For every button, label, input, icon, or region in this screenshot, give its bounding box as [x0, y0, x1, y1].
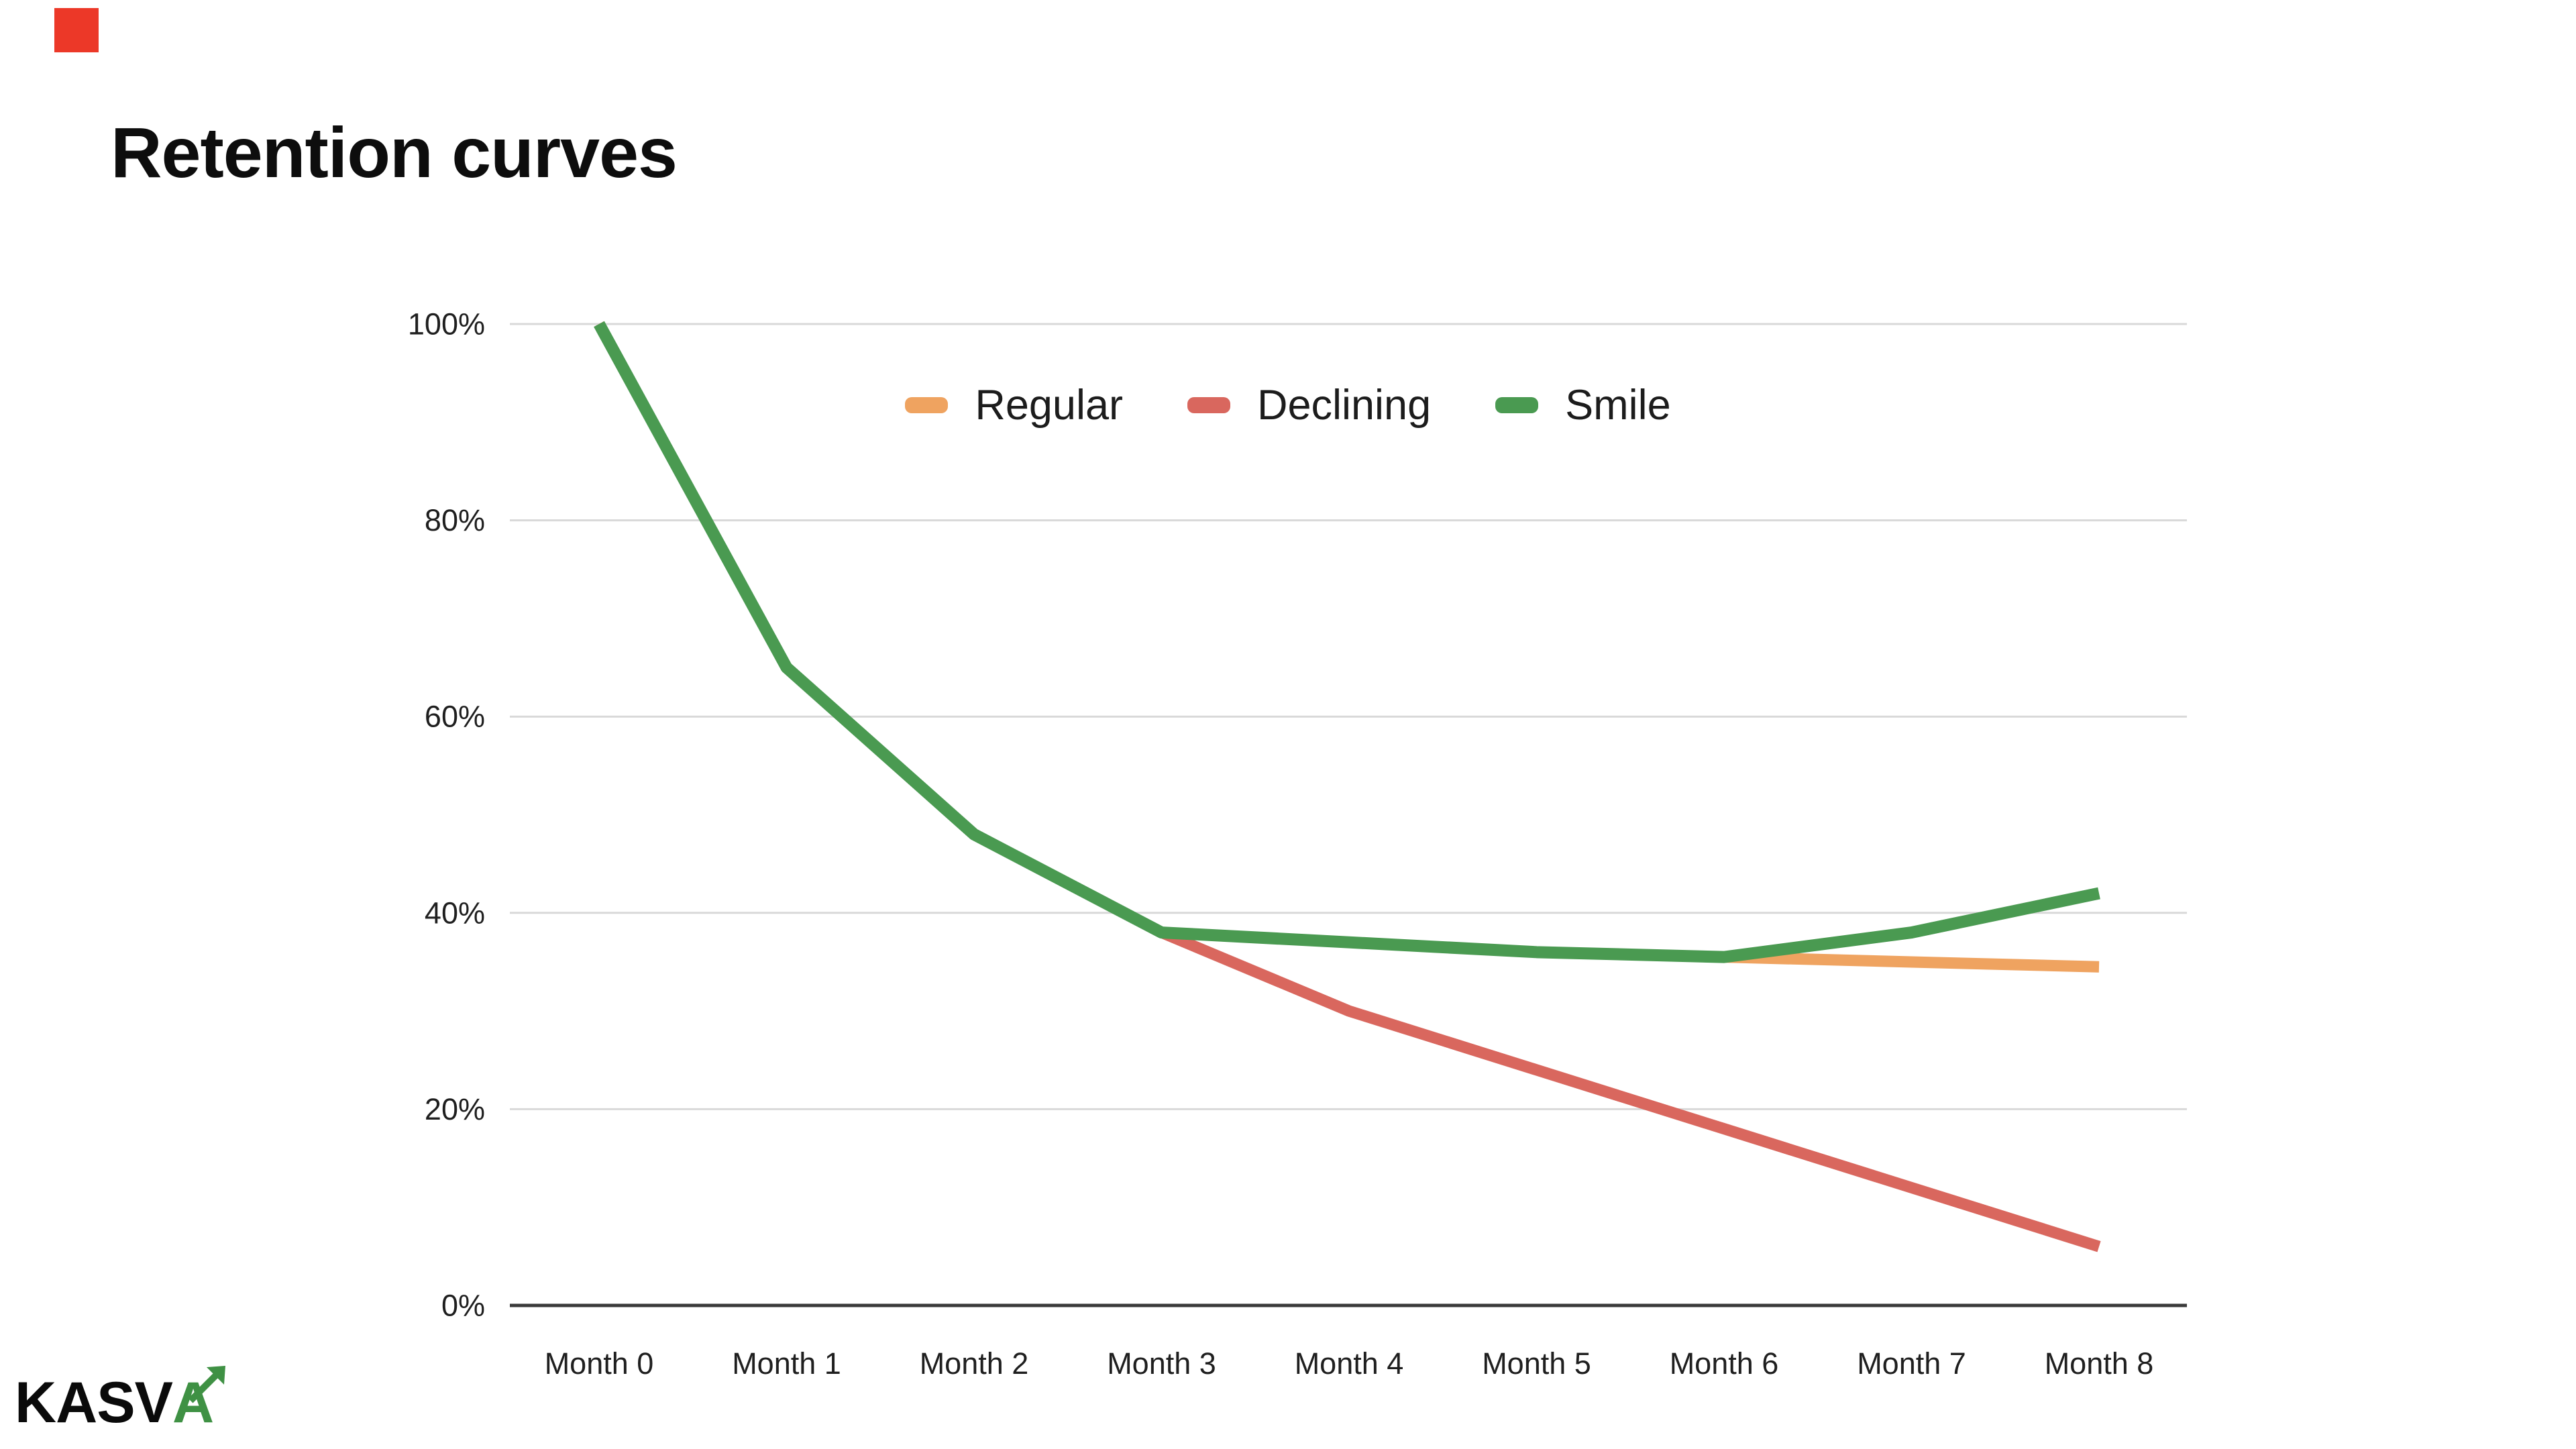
x-tick-label-month-0: Month 0	[545, 1346, 654, 1381]
series-line-smile	[594, 321, 2100, 963]
legend-label-smile: Smile	[1565, 382, 1671, 429]
x-tick-label-month-3: Month 3	[1107, 1346, 1216, 1381]
x-tick-label-month-6: Month 6	[1670, 1346, 1779, 1381]
page-title: Retention curves	[111, 113, 678, 193]
x-tick-label-month-8: Month 8	[2045, 1346, 2154, 1381]
y-tick-label-60%: 60%	[425, 700, 485, 734]
y-tick-label-80%: 80%	[425, 503, 485, 537]
y-tick-label-40%: 40%	[425, 896, 485, 930]
y-tick-label-0%: 0%	[441, 1289, 485, 1323]
legend-item-regular: Regular	[905, 381, 1123, 429]
legend-swatch-declining	[1187, 397, 1230, 413]
x-tick-label-month-4: Month 4	[1295, 1346, 1404, 1381]
x-tick-label-month-5: Month 5	[1482, 1346, 1591, 1381]
x-tick-label-month-7: Month 7	[1857, 1346, 1966, 1381]
logo-letter-a: A	[172, 1366, 226, 1436]
legend-label-regular: Regular	[975, 382, 1123, 429]
chart-legend: Regular Declining Smile	[0, 381, 2576, 429]
legend-label-declining: Declining	[1256, 382, 1432, 429]
growth-arrow-icon	[188, 1366, 226, 1403]
legend-swatch-smile	[1495, 397, 1539, 413]
legend-swatch-regular	[905, 397, 949, 413]
legend-item-smile: Smile	[1495, 381, 1671, 429]
logo-text-black: KASV	[15, 1371, 173, 1435]
x-tick-label-month-2: Month 2	[920, 1346, 1029, 1381]
y-tick-label-20%: 20%	[425, 1092, 485, 1126]
x-tick-label-month-1: Month 1	[732, 1346, 841, 1381]
y-tick-label-100%: 100%	[408, 307, 485, 341]
legend-item-declining: Declining	[1187, 381, 1431, 429]
red-square-decoration	[54, 8, 99, 52]
kasva-logo: KASV A	[15, 1366, 226, 1436]
